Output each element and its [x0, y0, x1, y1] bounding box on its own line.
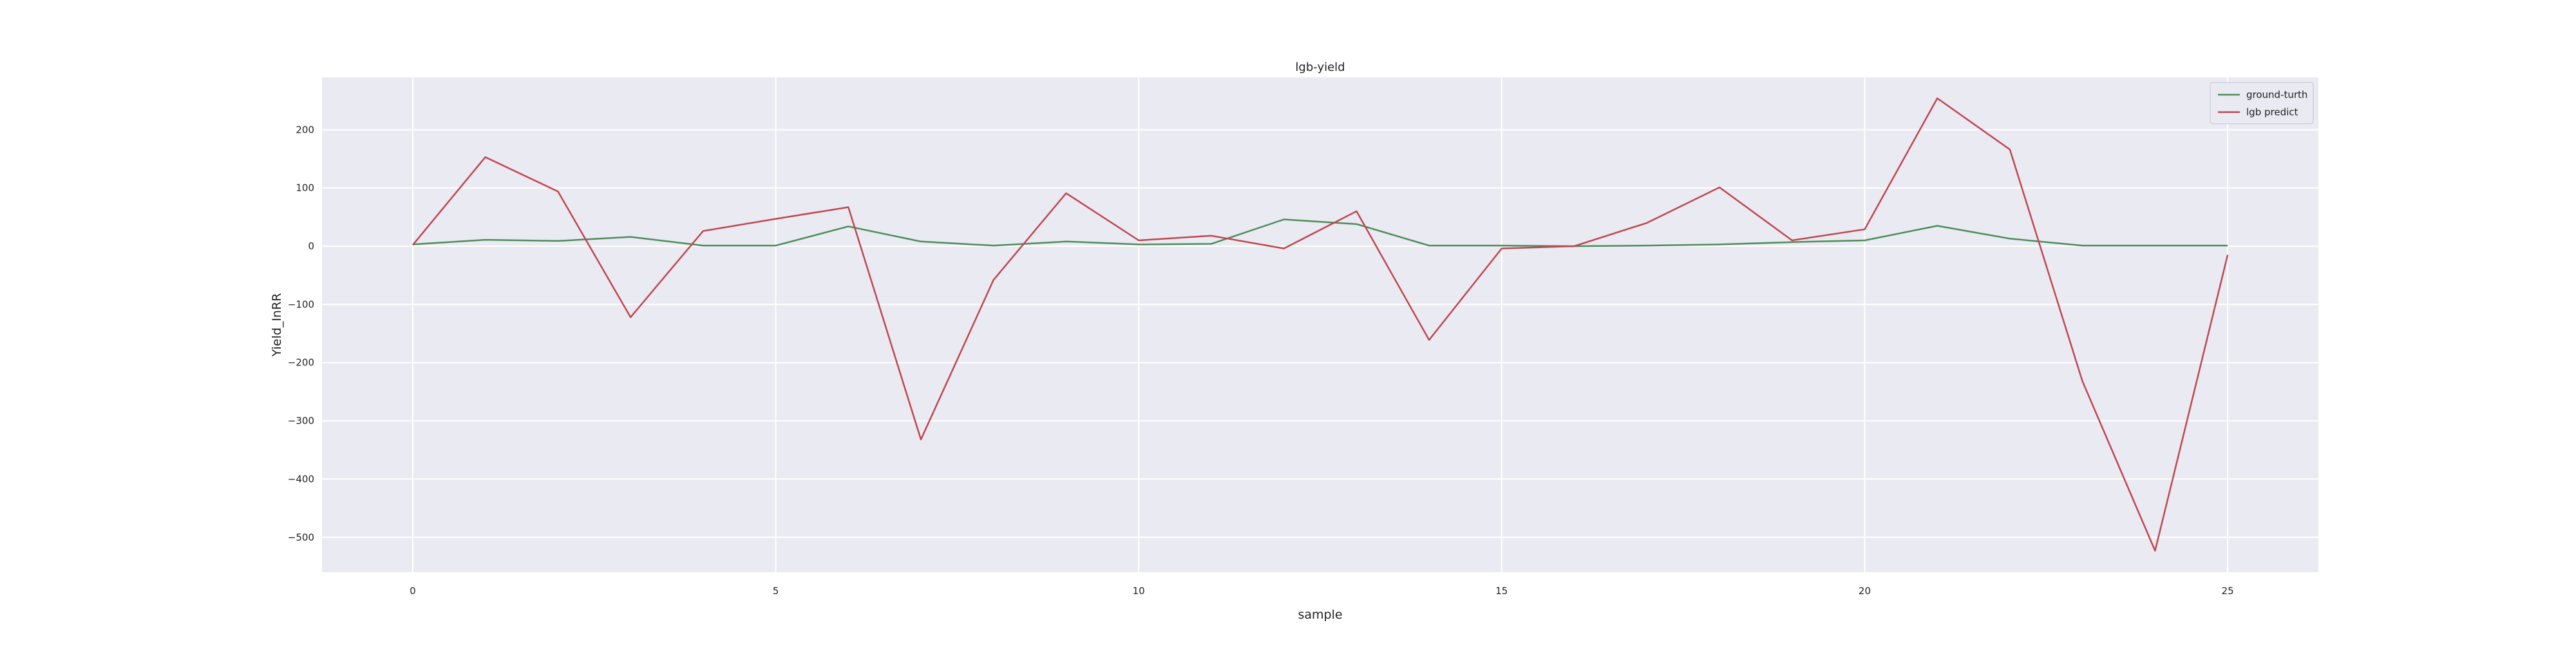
series-line-lgb-predict — [412, 97, 2229, 552]
y-tick-label: 200 — [296, 124, 314, 135]
series-line-ground-turth — [412, 218, 2228, 247]
x-tick-label: 20 — [1859, 585, 1871, 597]
y-tick-label: −200 — [288, 357, 314, 369]
x-axis-label: sample — [1298, 608, 1342, 622]
legend-entry-label: lgb predict — [2246, 106, 2298, 118]
x-tick-label: 25 — [2222, 585, 2234, 597]
y-tick-label: −400 — [288, 473, 314, 485]
x-axis-ticks: 0 5 10 15 20 25 — [410, 585, 2234, 597]
x-tick-label: 5 — [773, 585, 779, 597]
y-tick-label: 0 — [308, 240, 314, 252]
y-axis-label: Yield_InRR — [270, 293, 284, 358]
legend: ground-turth lgb predict — [2210, 82, 2314, 124]
grid — [322, 77, 2318, 572]
plot-area — [322, 77, 2318, 572]
y-axis-ticks: 200 100 0 −100 −200 −300 −400 −500 — [288, 124, 314, 543]
x-tick-label: 15 — [1495, 585, 1508, 597]
x-tick-label: 10 — [1133, 585, 1145, 597]
chart-title: lgb-yield — [1295, 61, 1345, 74]
legend-box — [2210, 82, 2314, 124]
legend-entry-label: ground-turth — [2246, 89, 2307, 101]
y-tick-label: −100 — [288, 298, 314, 310]
x-tick-label: 0 — [410, 585, 416, 597]
y-tick-label: −500 — [288, 532, 314, 543]
series-lines — [412, 97, 2229, 552]
y-tick-label: 100 — [296, 182, 314, 194]
y-tick-label: −300 — [288, 415, 314, 427]
